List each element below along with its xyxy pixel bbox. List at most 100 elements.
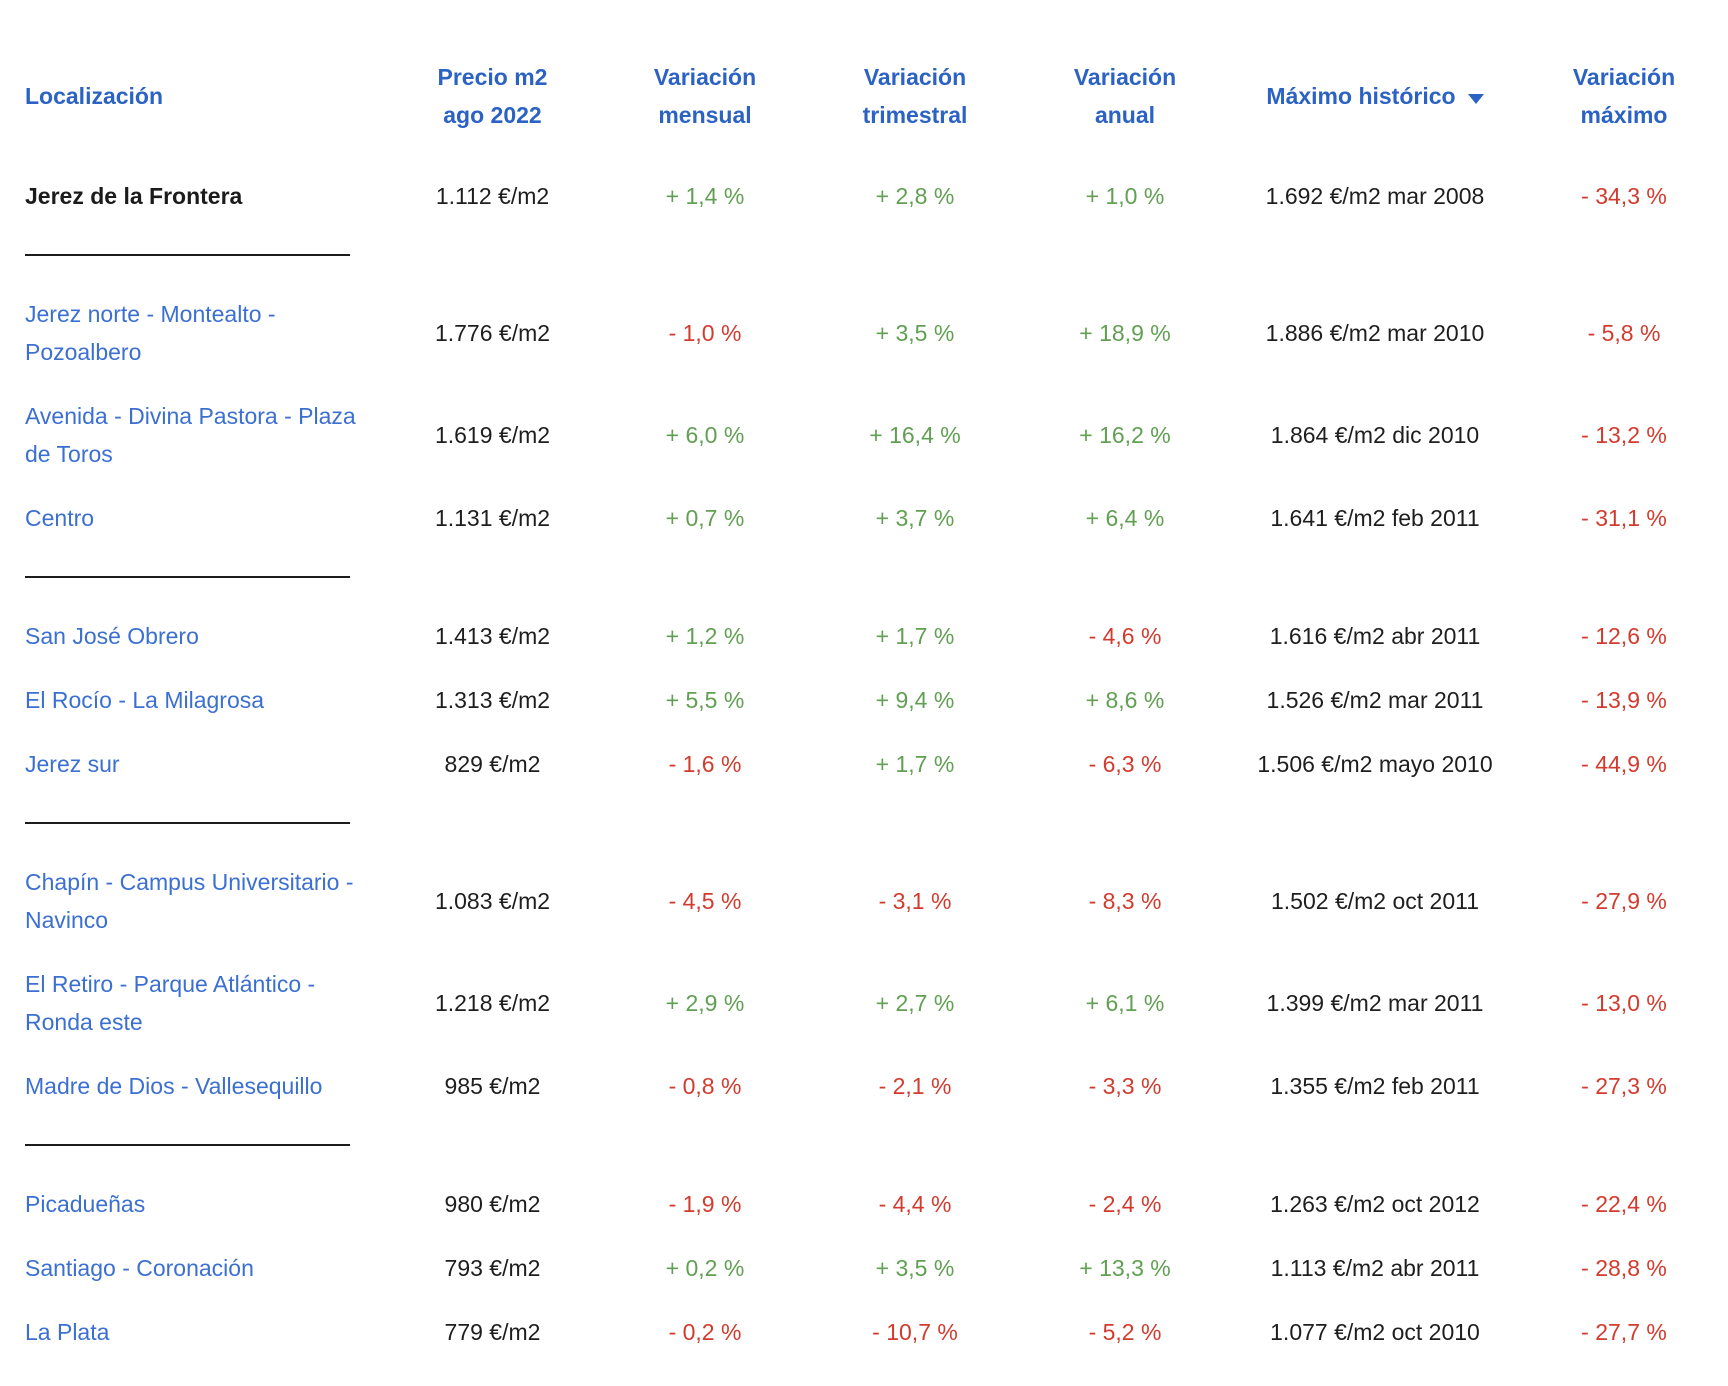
location-cell: Madre de Dios - Vallesequillo: [25, 1067, 385, 1105]
location-link[interactable]: Centro: [25, 505, 95, 531]
historical-max-cell: 1.399 €/m2 mar 2011: [1266, 990, 1484, 1016]
location-link[interactable]: Avenida - Divina Pastora - Plaza de Toro…: [25, 403, 356, 467]
location-cell: Santiago - Coronación: [25, 1249, 385, 1287]
monthly-variation-cell: + 5,5 %: [665, 687, 745, 713]
column-header-anual-line2: anual: [1094, 102, 1156, 128]
location-name-city: Jerez de la Frontera: [25, 183, 243, 209]
monthly-variation-cell: + 2,9 %: [665, 990, 745, 1016]
annual-variation-cell: + 6,1 %: [1085, 990, 1165, 1016]
column-header-localizacion[interactable]: Localización: [25, 83, 164, 109]
table-row: El Rocío - La Milagrosa 1.313 €/m2 + 5,5 %…: [25, 668, 1728, 732]
annual-variation-cell: + 16,2 %: [1079, 422, 1171, 448]
column-header-variacion-anual[interactable]: Variación anual: [1020, 58, 1230, 134]
annual-variation-cell: + 8,6 %: [1085, 687, 1165, 713]
column-header-anual-line1: Variación: [1073, 64, 1177, 90]
price-cell: 793 €/m2: [444, 1255, 541, 1281]
max-variation-cell: - 13,0 %: [1581, 990, 1667, 1016]
column-header-precio[interactable]: Precio m2 ago 2022: [385, 58, 600, 134]
column-header-variacion-mensual[interactable]: Variación mensual: [600, 58, 810, 134]
column-header-maximo-historico[interactable]: Máximo histórico: [1230, 77, 1520, 115]
location-cell: El Rocío - La Milagrosa: [25, 681, 385, 719]
monthly-variation-cell: + 6,0 %: [665, 422, 745, 448]
price-cell: 1.313 €/m2: [434, 687, 551, 713]
location-link[interactable]: Chapín - Campus Universitario - Navinco: [25, 869, 354, 933]
max-variation-cell: - 27,7 %: [1581, 1319, 1667, 1345]
column-header-variacion-maximo[interactable]: Variación máximo: [1520, 58, 1728, 134]
price-cell: 1.218 €/m2: [434, 990, 551, 1016]
location-link[interactable]: La Plata: [25, 1319, 110, 1345]
monthly-variation-cell: - 1,6 %: [668, 751, 742, 777]
column-header-maximo-label: Máximo histórico: [1266, 83, 1456, 109]
group-divider: [25, 576, 350, 578]
historical-max-cell: 1.616 €/m2 abr 2011: [1269, 623, 1481, 649]
location-cell: Avenida - Divina Pastora - Plaza de Toro…: [25, 397, 385, 473]
quarterly-variation-cell: + 2,7 %: [875, 990, 955, 1016]
max-variation-cell: - 5,8 %: [1587, 320, 1661, 346]
location-link[interactable]: Santiago - Coronación: [25, 1255, 254, 1281]
price-cell: 1.776 €/m2: [434, 320, 551, 346]
annual-variation-cell: - 3,3 %: [1088, 1073, 1162, 1099]
monthly-variation-cell: + 1,2 %: [665, 623, 745, 649]
historical-max-cell: 1.506 €/m2 mayo 2010: [1257, 751, 1493, 777]
location-link[interactable]: El Rocío - La Milagrosa: [25, 687, 265, 713]
table-row: La Plata 779 €/m2 - 0,2 % - 10,7 % - 5,2 % 1.…: [25, 1300, 1728, 1364]
annual-variation-cell: + 1,0 %: [1085, 183, 1165, 209]
annual-variation-cell: + 13,3 %: [1079, 1255, 1171, 1281]
location-link[interactable]: San José Obrero: [25, 623, 199, 649]
max-variation-cell: - 27,3 %: [1581, 1073, 1667, 1099]
monthly-variation-cell: - 1,9 %: [668, 1191, 742, 1217]
historical-max-cell: 1.864 €/m2 dic 2010: [1270, 422, 1480, 448]
table-row: Chapín - Campus Universitario - Navinco 1…: [25, 850, 1728, 952]
price-cell: 1.413 €/m2: [434, 623, 551, 649]
price-cell: 980 €/m2: [444, 1191, 541, 1217]
quarterly-variation-cell: + 3,5 %: [875, 1255, 955, 1281]
column-header-mensual-line2: mensual: [658, 102, 752, 128]
max-variation-cell: - 22,4 %: [1581, 1191, 1667, 1217]
location-link[interactable]: Picadueñas: [25, 1191, 146, 1217]
monthly-variation-cell: + 0,7 %: [665, 505, 745, 531]
location-cell: Chapín - Campus Universitario - Navinco: [25, 863, 385, 939]
location-link[interactable]: Madre de Dios - Vallesequillo: [25, 1073, 323, 1099]
max-variation-cell: - 34,3 %: [1581, 183, 1667, 209]
column-header-variacion-trimestral[interactable]: Variación trimestral: [810, 58, 1020, 134]
price-cell: 1.083 €/m2: [434, 888, 551, 914]
quarterly-variation-cell: - 4,4 %: [878, 1191, 952, 1217]
quarterly-variation-cell: - 10,7 %: [872, 1319, 958, 1345]
annual-variation-cell: + 18,9 %: [1079, 320, 1171, 346]
max-variation-cell: - 28,8 %: [1581, 1255, 1667, 1281]
location-link[interactable]: El Retiro - Parque Atlántico - Ronda est…: [25, 971, 316, 1035]
quarterly-variation-cell: + 2,8 %: [875, 183, 955, 209]
historical-max-cell: 1.077 €/m2 oct 2010: [1270, 1319, 1480, 1345]
price-cell: 1.131 €/m2: [434, 505, 551, 531]
max-variation-cell: - 12,6 %: [1581, 623, 1667, 649]
table-row: Centro 1.131 €/m2 + 0,7 % + 3,7 % + 6,4 % 1.6…: [25, 486, 1728, 550]
max-variation-cell: - 13,2 %: [1581, 422, 1667, 448]
table-row: San José Obrero 1.413 €/m2 + 1,2 % + 1,7 % -…: [25, 604, 1728, 668]
table-header-row: Localización Precio m2 ago 2022 Variació…: [25, 0, 1728, 134]
max-variation-cell: - 27,9 %: [1581, 888, 1667, 914]
max-variation-cell: - 31,1 %: [1581, 505, 1667, 531]
quarterly-variation-cell: + 1,7 %: [875, 623, 955, 649]
quarterly-variation-cell: + 1,7 %: [875, 751, 955, 777]
sort-desc-icon[interactable]: [1467, 93, 1484, 104]
quarterly-variation-cell: + 9,4 %: [875, 687, 955, 713]
location-cell: Picadueñas: [25, 1185, 385, 1223]
historical-max-cell: 1.692 €/m2 mar 2008: [1265, 183, 1485, 209]
quarterly-variation-cell: - 3,1 %: [878, 888, 952, 914]
location-link[interactable]: Jerez norte - Montealto - Pozoalbero: [25, 301, 276, 365]
annual-variation-cell: - 8,3 %: [1088, 888, 1162, 914]
column-header-trimestral-line1: Variación: [863, 64, 967, 90]
monthly-variation-cell: - 1,0 %: [668, 320, 742, 346]
table-body: Jerez de la Frontera 1.112 €/m2 + 1,4 % + 2…: [25, 164, 1728, 1364]
historical-max-cell: 1.263 €/m2 oct 2012: [1270, 1191, 1480, 1217]
quarterly-variation-cell: + 3,7 %: [875, 505, 955, 531]
historical-max-cell: 1.502 €/m2 oct 2011: [1271, 888, 1479, 914]
location-link[interactable]: Jerez sur: [25, 751, 120, 777]
monthly-variation-cell: + 1,4 %: [665, 183, 745, 209]
price-cell: 829 €/m2: [444, 751, 541, 777]
historical-max-cell: 1.113 €/m2 abr 2011: [1270, 1255, 1480, 1281]
location-cell: Jerez norte - Montealto - Pozoalbero: [25, 295, 385, 371]
column-header-var-maximo-line2: máximo: [1580, 102, 1668, 128]
max-variation-cell: - 13,9 %: [1581, 687, 1667, 713]
